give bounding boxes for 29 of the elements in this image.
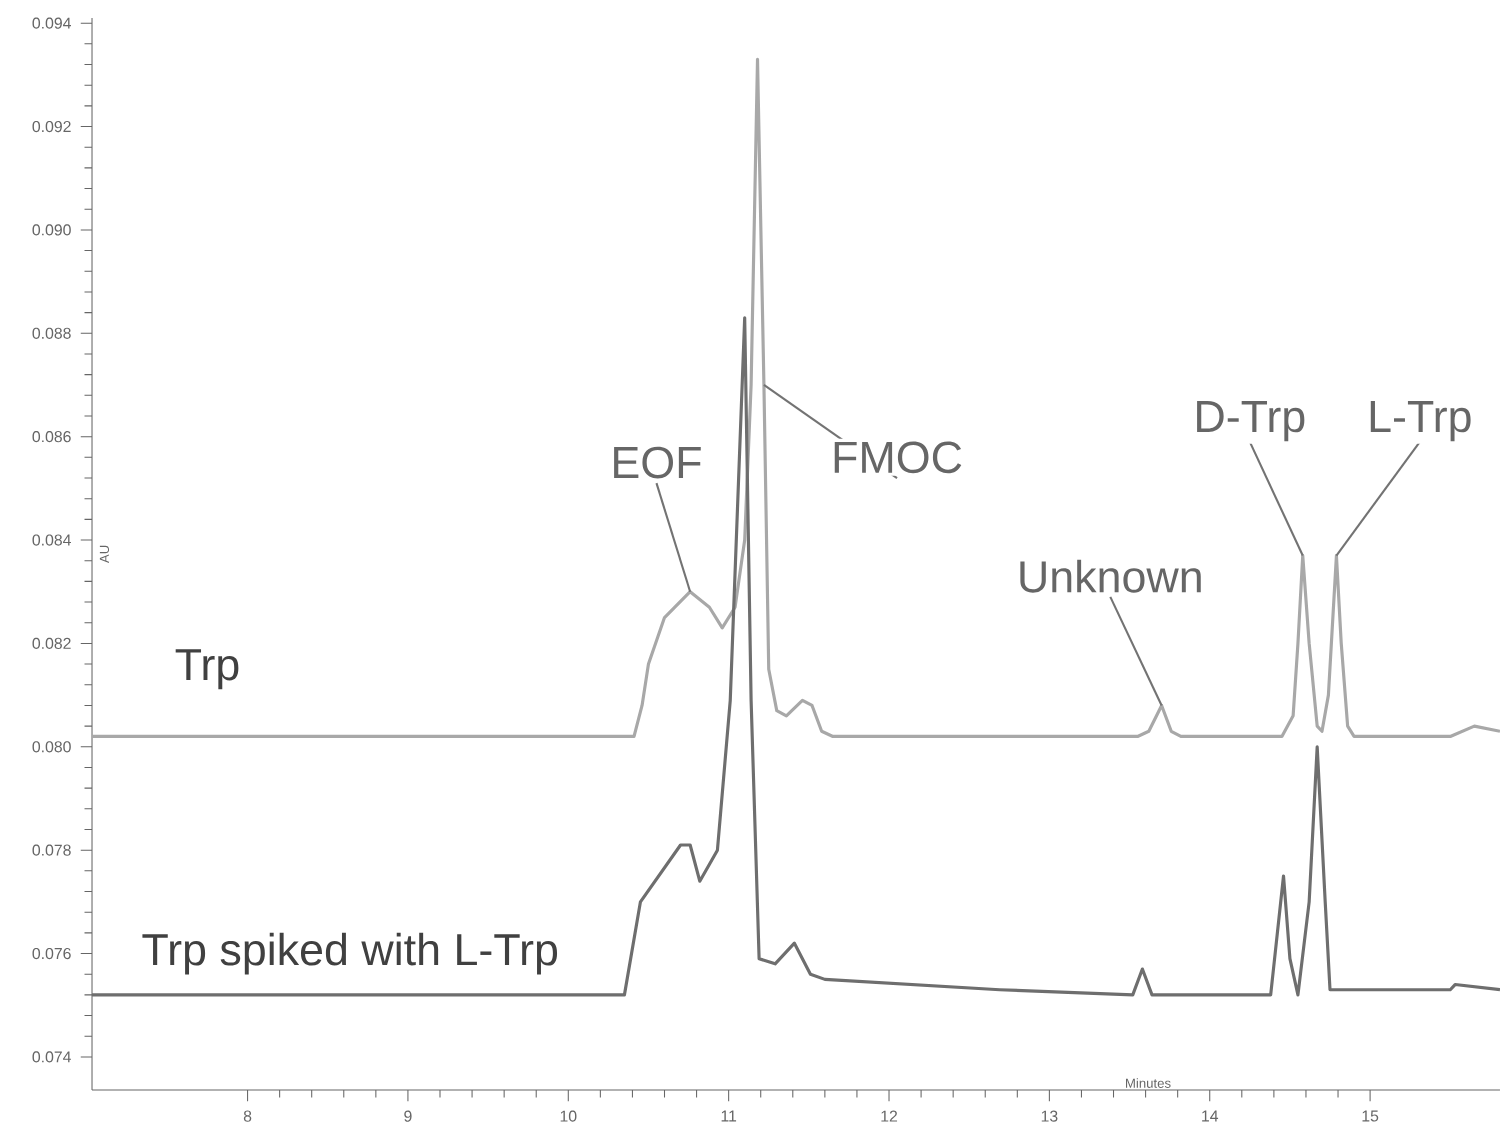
y-tick-label: 0.086 — [32, 431, 71, 443]
y-tick-label: 0.080 — [32, 741, 71, 753]
x-tick-label: 12 — [881, 1110, 898, 1122]
series-label: Trp spiked with L-Trp — [142, 932, 558, 975]
x-tick-label: 13 — [1041, 1110, 1058, 1122]
y-tick-label: 0.092 — [32, 120, 71, 133]
x-tick-label: 11 — [721, 1110, 737, 1122]
y-tick-label: 0.090 — [32, 224, 71, 236]
annotation: EOF — [614, 446, 701, 479]
y-tick-label: 0.088 — [32, 327, 71, 339]
line-series — [92, 57, 1500, 739]
x-tick-label: 9 — [404, 1110, 412, 1122]
y-tick-label: 0.094 — [32, 17, 71, 29]
y-tick-label: 0.084 — [32, 534, 71, 546]
annotation: FMOC — [834, 441, 962, 474]
y-axis-title: AU — [99, 545, 110, 564]
y-tick-label: 0.076 — [32, 947, 71, 960]
x-axis-title: Minutes — [1126, 1078, 1171, 1088]
annotation: Unknown — [1020, 559, 1201, 593]
annotation: D-Trp — [1197, 401, 1305, 442]
x-tick-label: 14 — [1202, 1110, 1219, 1122]
annotation: L-Trp — [1370, 401, 1471, 442]
y-tick-label: 0.082 — [32, 637, 71, 650]
x-tick-label: 10 — [560, 1110, 577, 1122]
y-tick-label: 0.074 — [32, 1051, 71, 1063]
x-tick-label: 8 — [243, 1110, 252, 1122]
series-label: Trp — [175, 649, 239, 690]
x-tick-label: 15 — [1362, 1110, 1379, 1122]
y-tick-label: 0.078 — [32, 844, 71, 856]
